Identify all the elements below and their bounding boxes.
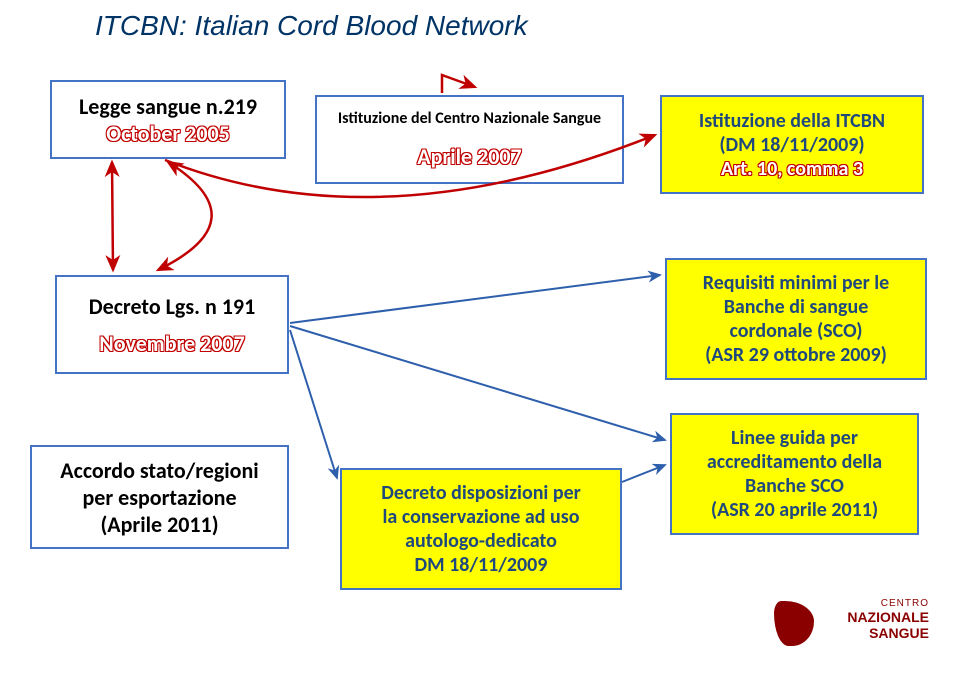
itcbn-line3: Art. 10, comma 3: [721, 157, 863, 181]
req-line2: Banche di sangue: [724, 295, 869, 319]
arrow-blue-1: [290, 275, 660, 323]
box-accordo: Accordo stato/regioni per esportazione (…: [30, 445, 289, 549]
logo-line1: CENTRO: [847, 598, 929, 609]
decreto-line1: Decreto Lgs. n 191: [89, 293, 255, 320]
linee-line1: Linee guida per: [731, 426, 858, 450]
linee-line4: (ASR 20 aprile 2011): [711, 498, 878, 522]
req-line1: Requisiti minimi per le: [703, 271, 889, 295]
box-cns: Istituzione del Centro Nazionale Sangue …: [315, 95, 624, 184]
acc-line3: (Aprile 2011): [100, 511, 218, 538]
itcbn-line2: (DM 18/11/2009): [719, 133, 864, 157]
logo-line2: NAZIONALE: [847, 609, 929, 625]
decreto-line2: Novembre 2007: [99, 330, 244, 357]
box-requisiti: Requisiti minimi per le Banche di sangue…: [665, 258, 927, 380]
box-dispo: Decreto disposizioni per la conservazion…: [340, 468, 622, 590]
logo-blob-icon: [774, 601, 814, 646]
linee-line3: Banche SCO: [745, 474, 844, 498]
dispo-line4: DM 18/11/2009: [415, 553, 548, 577]
dispo-line1: Decreto disposizioni per: [381, 481, 581, 505]
req-line3: cordonale (SCO): [729, 319, 862, 343]
box-linee: Linee guida per accreditamento della Ban…: [670, 413, 919, 535]
req-line4: (ASR 29 ottobre 2009): [705, 343, 887, 367]
dispo-line3: autologo-dedicato: [405, 529, 557, 553]
page-title: ITCBN: Italian Cord Blood Network: [95, 10, 528, 42]
acc-line2: per esportazione: [82, 484, 236, 511]
arrow-blue-3: [290, 330, 337, 478]
box-itcbn: Istituzione della ITCBN (DM 18/11/2009) …: [660, 95, 924, 194]
arrow-red-notch: [442, 75, 475, 93]
box-decreto-lgs: Decreto Lgs. n 191 Novembre 2007: [55, 275, 289, 374]
box-legge: Legge sangue n.219 October 2005: [50, 80, 286, 159]
logo-line3: SANGUE: [847, 625, 929, 641]
arrow-red-vert: [112, 162, 113, 270]
acc-line1: Accordo stato/regioni: [60, 457, 258, 484]
cns-line2: Aprile 2007: [417, 143, 521, 170]
linee-line2: accreditamento della: [707, 450, 882, 474]
arrow-red-loop: [158, 162, 212, 270]
arrow-blue-4: [622, 465, 665, 482]
dispo-line2: la conservazione ad uso: [383, 505, 580, 529]
legge-line1: Legge sangue n.219: [79, 93, 257, 120]
legge-line2: October 2005: [106, 120, 230, 147]
itcbn-line1: Istituzione della ITCBN: [699, 109, 885, 133]
arrow-blue-2: [290, 326, 665, 440]
logo: CENTRO NAZIONALE SANGUE: [809, 596, 929, 656]
cns-line1: Istituzione del Centro Nazionale Sangue: [338, 109, 601, 128]
